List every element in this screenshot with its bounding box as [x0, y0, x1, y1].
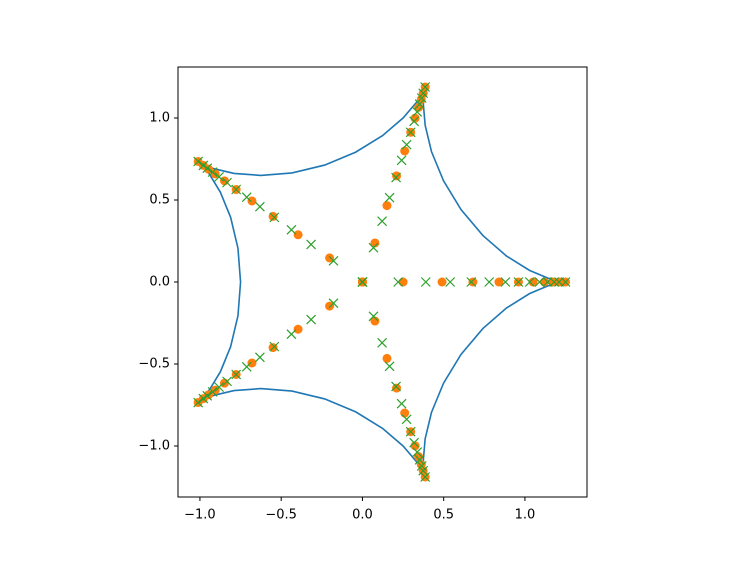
- x-marker: [207, 167, 218, 178]
- x-tick-label: 1.0: [515, 508, 536, 523]
- x-marker: [222, 376, 232, 387]
- x-marker: [368, 311, 379, 322]
- x-marker: [368, 242, 379, 253]
- y-tick-label: 0.0: [149, 275, 170, 290]
- circle-marker: [293, 230, 303, 240]
- x-marker: [241, 192, 252, 203]
- circle-marker: [325, 301, 335, 311]
- x-marker: [222, 177, 232, 188]
- x-marker: [418, 88, 429, 99]
- x-marker: [328, 298, 339, 309]
- x-marker: [513, 277, 524, 287]
- circle-marker: [437, 277, 447, 287]
- y-tick-label: −1.0: [138, 438, 170, 453]
- circle-marker: [398, 277, 408, 287]
- x-marker: [377, 216, 388, 227]
- x-marker: [420, 277, 431, 287]
- x-tick-label: −0.5: [265, 508, 297, 523]
- x-marker: [393, 277, 404, 287]
- circle-marker: [410, 113, 420, 123]
- x-marker: [401, 414, 412, 425]
- x-tick-label: 0.5: [433, 508, 454, 523]
- x-marker: [414, 99, 425, 110]
- x-marker: [231, 184, 242, 195]
- x-marker: [193, 156, 204, 167]
- x-marker: [306, 239, 317, 250]
- x-marker: [466, 277, 477, 287]
- x-marker: [414, 454, 425, 465]
- circle-marker: [410, 441, 420, 451]
- x-marker: [445, 277, 456, 287]
- circle-marker: [494, 277, 504, 287]
- x-marker: [241, 361, 252, 372]
- x-marker: [269, 212, 280, 223]
- y-tick-label: −0.5: [138, 356, 170, 371]
- x-marker: [193, 397, 204, 408]
- x-marker: [384, 361, 395, 372]
- x-marker: [405, 127, 416, 138]
- x-marker: [231, 369, 242, 380]
- x-marker: [214, 171, 225, 182]
- circle-marker: [468, 277, 478, 287]
- circle-marker: [293, 324, 303, 334]
- x-marker: [396, 398, 407, 409]
- circle-marker: [370, 238, 380, 248]
- x-marker: [500, 277, 511, 287]
- x-marker: [396, 155, 407, 166]
- x-marker: [198, 160, 209, 171]
- x-marker: [286, 224, 297, 235]
- circle-marker: [400, 146, 410, 156]
- y-tick-label: 1.0: [149, 111, 170, 126]
- y-tick-label: 0.5: [149, 193, 170, 208]
- x-marker: [524, 277, 535, 287]
- circle-marker: [382, 201, 392, 211]
- x-marker: [357, 277, 368, 287]
- circle-marker: [392, 171, 402, 181]
- x-marker: [384, 192, 395, 203]
- x-tick-label: 0.0: [352, 508, 373, 523]
- circle-marker: [382, 353, 392, 363]
- x-tick-label: −1.0: [184, 508, 216, 523]
- x-marker: [254, 352, 265, 363]
- x-marker: [391, 172, 401, 183]
- curve-line: [197, 86, 566, 478]
- x-marker: [198, 393, 209, 404]
- x-marker: [207, 386, 218, 397]
- x-marker: [405, 426, 416, 437]
- x-marker: [409, 116, 420, 127]
- circle-marker: [392, 383, 402, 393]
- x-marker: [409, 437, 420, 448]
- plot-area: [193, 82, 571, 482]
- circle-marker: [325, 253, 335, 263]
- x-marker: [306, 314, 317, 325]
- circle-marker: [528, 277, 538, 287]
- x-marker: [286, 329, 297, 340]
- x-marker: [420, 82, 431, 92]
- x-marker: [254, 201, 265, 212]
- x-marker: [328, 255, 339, 266]
- x-marker: [534, 277, 545, 287]
- x-marker: [377, 337, 388, 348]
- circle-marker: [247, 358, 257, 368]
- circle-marker: [247, 196, 257, 206]
- x-marker: [420, 472, 431, 482]
- x-marker: [412, 447, 423, 457]
- x-marker: [560, 277, 571, 287]
- circle-marker: [370, 316, 380, 326]
- x-marker: [391, 381, 401, 392]
- x-marker: [549, 277, 560, 287]
- x-marker: [214, 382, 225, 393]
- x-marker: [401, 139, 412, 150]
- x-marker: [484, 277, 495, 287]
- x-marker: [412, 107, 423, 117]
- x-marker: [269, 341, 280, 352]
- circle-marker: [400, 408, 410, 418]
- x-marker: [418, 465, 429, 476]
